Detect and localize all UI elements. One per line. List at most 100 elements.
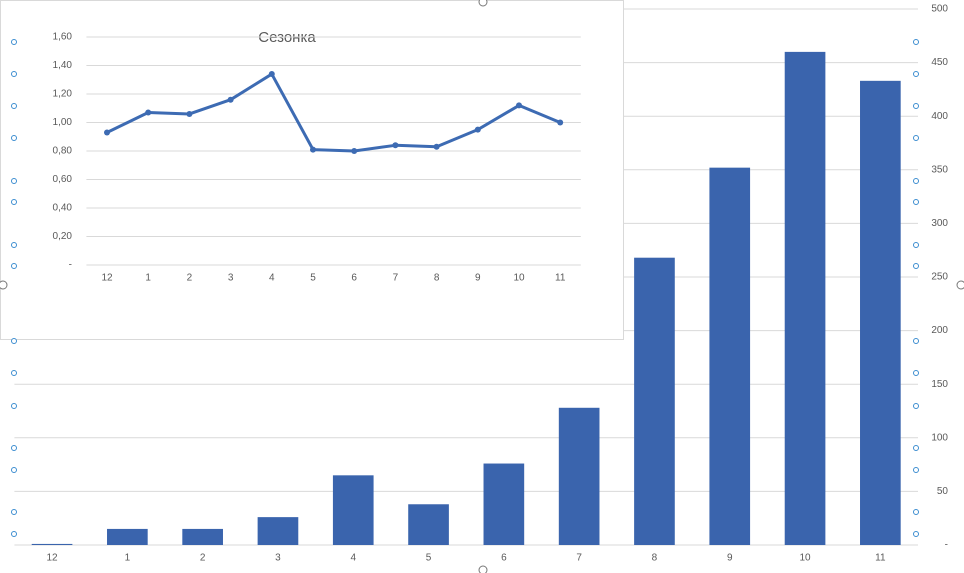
y-tick-label: 450 (931, 57, 948, 68)
handle-dot (11, 338, 17, 344)
x-tick-label: 4 (350, 553, 356, 564)
handle-dot (11, 103, 17, 109)
bar (634, 257, 675, 545)
x-tick-label: 8 (652, 553, 658, 564)
y-tick-label: 1,00 (53, 117, 73, 128)
x-tick-label: 10 (799, 553, 811, 564)
line-marker (310, 146, 316, 153)
x-tick-label: 5 (426, 553, 432, 564)
x-tick-label: 7 (393, 273, 399, 284)
bar (784, 51, 826, 545)
line-marker (227, 96, 234, 103)
bar (182, 528, 223, 545)
handle-dot (11, 403, 17, 409)
handle-dot (11, 509, 17, 515)
handle-dot (11, 39, 17, 45)
handle-dot (913, 178, 919, 184)
bar (709, 167, 751, 545)
handle-dot (913, 242, 919, 248)
bar (860, 80, 901, 545)
handle-dot (913, 71, 919, 77)
x-tick-label: 4 (269, 273, 275, 284)
handle-dot (11, 135, 17, 141)
resize-handle (478, 0, 488, 7)
handle-dot (913, 403, 919, 409)
y-tick-label: 1,40 (53, 60, 73, 71)
handle-dot (913, 467, 919, 473)
y-tick-label: 1,20 (53, 89, 73, 100)
line-marker (516, 102, 522, 109)
x-tick-label: 5 (310, 273, 316, 284)
y-tick-label: 0,60 (53, 174, 73, 185)
bar (558, 407, 600, 545)
line-marker (186, 110, 193, 117)
x-tick-label: 2 (200, 553, 206, 564)
handle-dot (11, 263, 17, 269)
x-tick-label: 3 (228, 273, 234, 284)
y-tick-label: 0,20 (53, 231, 73, 242)
handle-dot (913, 135, 919, 141)
line-marker (104, 129, 110, 136)
y-tick-label: 1,60 (53, 32, 73, 43)
y-tick-label: 0,40 (53, 203, 73, 214)
y-tick-label: 200 (931, 325, 948, 336)
inset-chart-area (0, 0, 624, 340)
y-tick-label: - (945, 540, 948, 551)
y-tick-label: 150 (931, 379, 948, 390)
handle-dot (913, 338, 919, 344)
x-tick-label: 1 (125, 553, 131, 564)
x-tick-label: 9 (475, 273, 481, 284)
y-tick-label: 0,80 (53, 146, 73, 157)
x-tick-label: 1 (145, 273, 151, 284)
x-tick-label: 12 (46, 553, 58, 564)
x-tick-label: 6 (501, 553, 507, 564)
x-tick-label: 3 (275, 553, 281, 564)
handle-dot (913, 199, 919, 205)
x-tick-label: 7 (576, 553, 582, 564)
bar (483, 463, 525, 545)
x-tick-label: 12 (101, 273, 113, 284)
handle-dot (11, 445, 17, 451)
y-tick-label: 100 (931, 432, 948, 443)
line-marker (145, 109, 152, 116)
handle-dot (913, 103, 919, 109)
line-chart: Сезонка -0,200,400,600,801,001,201,401,6… (53, 29, 581, 284)
handle-dot (913, 370, 919, 376)
handle-dot (913, 39, 919, 45)
handle-dot (913, 263, 919, 269)
bar (31, 543, 73, 545)
line-marker (433, 143, 440, 150)
x-tick-label: 11 (875, 553, 886, 564)
y-tick-label: - (69, 260, 72, 271)
y-tick-label: 50 (937, 486, 949, 497)
x-tick-label: 8 (434, 273, 440, 284)
y-tick-label: 500 (931, 4, 948, 15)
handle-dot (11, 242, 17, 248)
x-tick-label: 6 (351, 273, 357, 284)
y-tick-label: 250 (931, 272, 948, 283)
bar (332, 475, 374, 545)
line-marker (392, 142, 399, 149)
handle-dot (11, 370, 17, 376)
handle-dot (913, 531, 919, 537)
handle-dot (11, 467, 17, 473)
y-tick-label: 350 (931, 164, 948, 175)
resize-handle (956, 280, 964, 290)
handle-dot (11, 199, 17, 205)
x-tick-label: 11 (555, 273, 566, 284)
handle-dot (11, 71, 17, 77)
handle-dot (913, 509, 919, 515)
line-marker (474, 126, 481, 133)
bar (257, 517, 299, 545)
line-series (106, 72, 561, 153)
handle-dot (913, 445, 919, 451)
resize-handle (478, 565, 488, 573)
x-tick-label: 9 (727, 553, 733, 564)
x-tick-label: 2 (187, 273, 193, 284)
handle-dot (11, 531, 17, 537)
x-tick-label: 10 (513, 273, 525, 284)
bar (408, 504, 449, 545)
line-marker (557, 119, 564, 126)
